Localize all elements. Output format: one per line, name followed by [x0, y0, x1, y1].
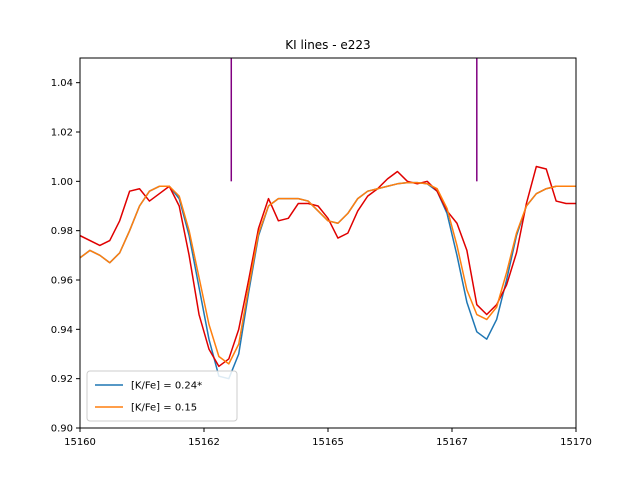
y-tick-label: 0.96 — [51, 276, 73, 287]
x-tick-label: 15165 — [312, 437, 344, 448]
series-line-2 — [80, 165, 576, 368]
y-tick-label: 0.90 — [51, 424, 73, 435]
y-tick-label: 0.92 — [51, 374, 73, 385]
y-axis: 0.90 0.92 0.94 0.96 0.98 1.00 1.02 1.04 — [51, 78, 80, 435]
chart-title: KI lines - e223 — [285, 38, 370, 52]
y-tick-label: 1.04 — [51, 78, 73, 89]
legend-label: [K/Fe] = 0.24* — [131, 381, 202, 392]
legend-label: [K/Fe] = 0.15 — [131, 403, 197, 414]
y-tick-label: 1.00 — [51, 177, 73, 188]
line-marker-layer — [230, 58, 478, 182]
y-tick-label: 1.02 — [51, 128, 73, 139]
y-tick-label: 0.98 — [51, 226, 73, 237]
x-tick-label: 15162 — [188, 437, 220, 448]
legend-box — [86, 370, 238, 422]
y-tick-label: 0.94 — [51, 325, 73, 336]
x-tick-label: 15160 — [64, 437, 96, 448]
x-tick-label: 15170 — [560, 437, 592, 448]
series-layer — [80, 165, 576, 380]
legend: [K/Fe] = 0.24* [K/Fe] = 0.15 — [86, 370, 238, 422]
x-axis: 15160 15162 15165 15167 15170 — [64, 428, 592, 448]
x-tick-label: 15167 — [436, 437, 468, 448]
series-line-1 — [80, 181, 576, 365]
